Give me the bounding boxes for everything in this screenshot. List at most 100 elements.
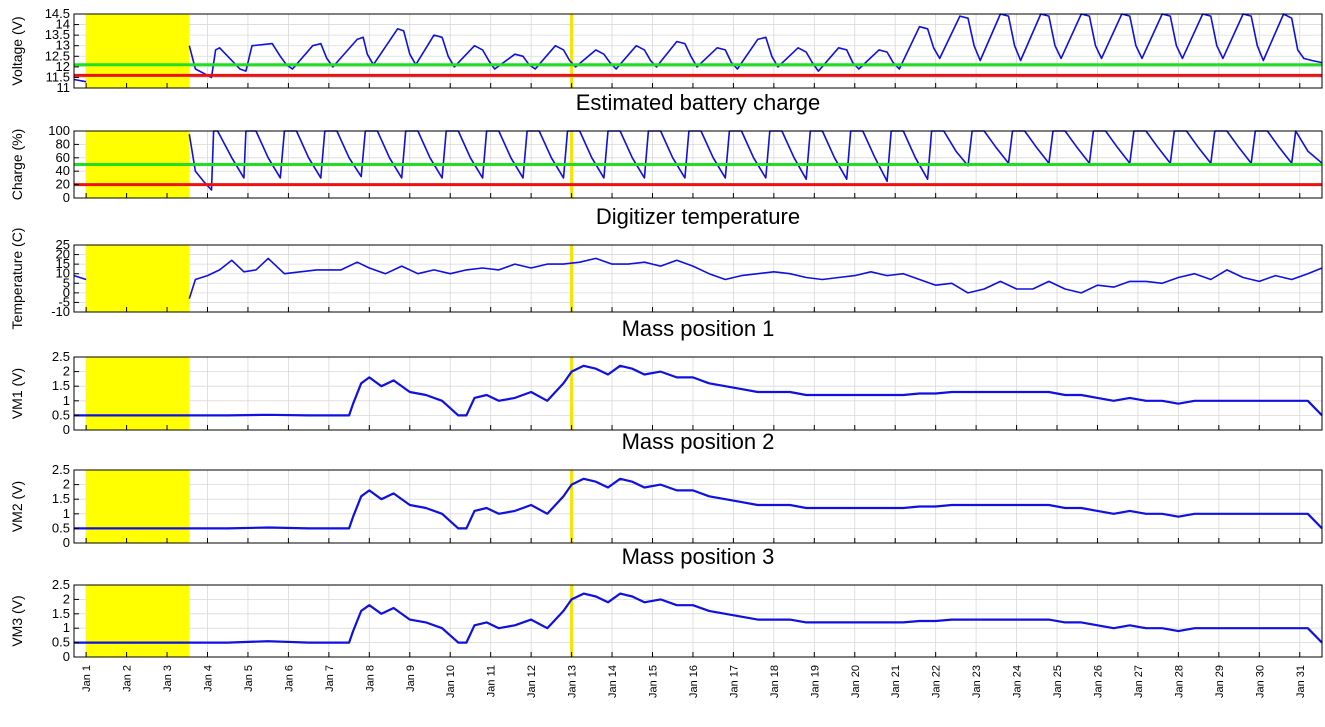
- x-tick-label: Jan 11: [486, 665, 498, 697]
- panel-title: Digitizer temperature: [596, 204, 800, 229]
- y-tick-label: 1: [63, 506, 70, 521]
- y-axis-label: Charge (%): [9, 129, 25, 201]
- x-tick-label: Jan 9: [405, 665, 417, 692]
- x-tick-label: Jan 17: [728, 665, 740, 698]
- data-gap-region: [86, 357, 190, 430]
- y-tick-label: 2: [63, 477, 70, 492]
- y-axis-label: VM2 (V): [9, 481, 25, 532]
- x-tick-label: Jan 6: [283, 665, 295, 692]
- y-tick-label: 40: [56, 163, 70, 178]
- x-tick-label: Jan 12: [526, 665, 538, 698]
- x-tick-label: Jan 7: [324, 665, 336, 692]
- y-tick-label: 1: [63, 620, 70, 635]
- y-tick-label: 80: [56, 136, 70, 151]
- y-tick-label: 25: [56, 237, 70, 252]
- axes-frame: [73, 130, 1323, 199]
- data-series: [73, 257, 1323, 299]
- x-tick-label: Jan 15: [647, 665, 659, 698]
- x-tick-label: Jan 5: [243, 665, 255, 692]
- x-tick-label: Jan 22: [931, 665, 943, 698]
- y-tick-label: 2.5: [52, 349, 70, 364]
- data-gap-region: [86, 14, 190, 88]
- data-gap-region: [86, 245, 190, 312]
- y-tick-label: 2.5: [52, 577, 70, 592]
- x-tick-label: Jan 4: [202, 665, 214, 692]
- y-tick-label: 0: [63, 285, 70, 300]
- y-axis-label: Temperature (C): [9, 228, 25, 330]
- data-series: [188, 130, 1323, 191]
- panel-title: Mass position 1: [622, 316, 775, 341]
- y-tick-label: 12: [56, 59, 70, 74]
- y-tick-label: 11: [57, 80, 71, 95]
- x-tick-label: Jan 31: [1295, 665, 1307, 698]
- y-tick-label: 15: [56, 256, 70, 271]
- axes-frame: [73, 356, 1323, 431]
- panel-6: 00.511.522.5 VM3 (V) Mass position 3 Jan 1 J…: [9, 544, 1323, 698]
- panel-title: Mass position 3: [622, 544, 775, 569]
- panel-4: 00.511.522.5 VM1 (V) Mass position 1: [9, 316, 1323, 437]
- data-series: [74, 477, 1323, 530]
- x-tick-label: Jan 30: [1254, 665, 1266, 698]
- y-tick-label: 5: [63, 275, 70, 290]
- x-tick-label: Jan 1: [81, 665, 93, 692]
- y-tick-label: -5: [58, 294, 70, 309]
- x-tick-label: Jan 19: [809, 665, 821, 698]
- data-gap-region: [86, 470, 190, 543]
- axes-frame: [73, 584, 1323, 658]
- x-tick-label: Jan 24: [1012, 665, 1024, 698]
- x-tick-label: Jan 29: [1214, 665, 1226, 698]
- y-tick-label: 0.5: [52, 635, 70, 650]
- y-tick-label: 0: [63, 649, 70, 664]
- data-series: [74, 364, 1323, 417]
- data-gap-region: [86, 585, 190, 657]
- data-series: [73, 13, 1323, 83]
- x-tick-label: Jan 21: [890, 665, 902, 698]
- y-axis-label: VM1 (V): [9, 368, 25, 419]
- y-tick-label: 2: [63, 591, 70, 606]
- y-tick-label: 14.5: [45, 6, 70, 21]
- y-tick-label: 14: [56, 17, 70, 32]
- x-tick-label: Jan 14: [607, 665, 619, 698]
- x-tick-label: Jan 16: [688, 665, 700, 698]
- x-tick-label: Jan 20: [850, 665, 862, 698]
- y-tick-label: 1: [63, 393, 70, 408]
- data-series: [74, 592, 1323, 644]
- x-tick-label: Jan 27: [1133, 665, 1145, 698]
- axes-frame: [73, 469, 1323, 544]
- y-tick-label: 13: [56, 38, 70, 53]
- y-tick-label: 13.5: [45, 27, 70, 42]
- x-tick-label: Jan 13: [567, 665, 579, 698]
- y-tick-label: -10: [51, 304, 70, 319]
- panel-title: Mass position 2: [622, 429, 775, 454]
- y-tick-label: 20: [56, 177, 70, 192]
- y-axis-label: VM3 (V): [9, 595, 25, 646]
- x-tick-label: Jan 18: [769, 665, 781, 698]
- axes-frame: [73, 13, 1323, 89]
- y-tick-label: 0.5: [52, 520, 70, 535]
- x-tick-label: Jan 26: [1092, 665, 1104, 698]
- y-tick-label: 11.5: [46, 69, 70, 84]
- x-tick-label: Jan 28: [1173, 665, 1185, 698]
- y-tick-label: 0.5: [52, 407, 70, 422]
- x-tick-label: Jan 3: [162, 665, 174, 692]
- y-tick-label: 1.5: [52, 378, 70, 393]
- y-tick-label: 0: [63, 190, 70, 205]
- x-tick-label: Jan 23: [971, 665, 983, 698]
- y-tick-label: 12.5: [45, 48, 70, 63]
- y-tick-label: 0: [63, 422, 70, 437]
- y-tick-label: 60: [56, 150, 70, 165]
- y-tick-label: 10: [56, 266, 70, 281]
- panel-5: 00.511.522.5 VM2 (V) Mass position 2: [9, 429, 1323, 550]
- y-axis-label: Voltage (V): [9, 16, 25, 85]
- y-tick-label: 100: [48, 123, 70, 138]
- x-tick-label: Jan 2: [122, 665, 134, 692]
- x-tick-label: Jan 8: [364, 665, 376, 692]
- y-tick-label: 0: [63, 535, 70, 550]
- y-tick-label: 2.5: [52, 462, 70, 477]
- y-tick-label: 20: [56, 247, 70, 262]
